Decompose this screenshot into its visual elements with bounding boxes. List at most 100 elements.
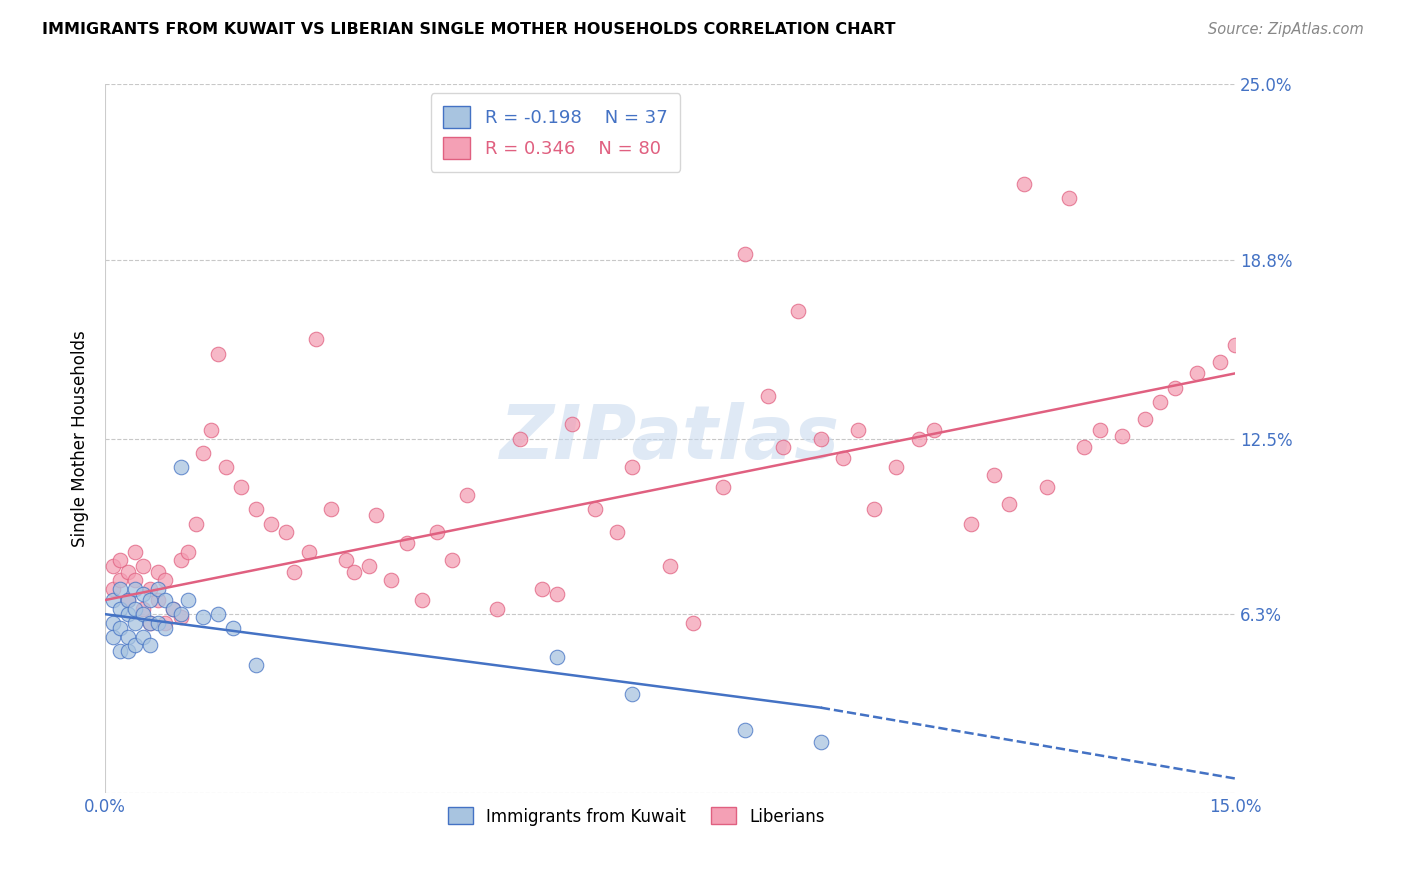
Point [283, 565, 305, 579]
Point [124, 582, 146, 596]
Point [215, 459, 238, 474]
Point [124, 638, 146, 652]
Point [1036, 480, 1059, 494]
Point [787, 304, 810, 318]
Point [862, 502, 884, 516]
Point [139, 615, 162, 630]
Point [110, 644, 132, 658]
Point [321, 502, 343, 516]
Point [117, 644, 139, 658]
Point [734, 247, 756, 261]
Point [426, 524, 449, 539]
Point [139, 593, 162, 607]
Point [132, 587, 155, 601]
Point [110, 573, 132, 587]
Point [139, 582, 162, 596]
Point [546, 587, 568, 601]
Point [110, 621, 132, 635]
Point [146, 565, 169, 579]
Point [162, 601, 184, 615]
Point [101, 630, 124, 644]
Point [101, 582, 124, 596]
Point [343, 565, 366, 579]
Point [146, 593, 169, 607]
Point [169, 459, 191, 474]
Point [546, 649, 568, 664]
Point [207, 607, 229, 622]
Point [682, 615, 704, 630]
Point [132, 601, 155, 615]
Point [366, 508, 388, 522]
Point [132, 559, 155, 574]
Point [561, 417, 583, 432]
Point [169, 553, 191, 567]
Point [117, 607, 139, 622]
Point [117, 593, 139, 607]
Point [139, 615, 162, 630]
Point [245, 658, 267, 673]
Point [1149, 394, 1171, 409]
Point [1164, 380, 1187, 394]
Point [200, 423, 222, 437]
Point [983, 468, 1005, 483]
Point [139, 638, 162, 652]
Point [110, 582, 132, 596]
Point [395, 536, 418, 550]
Point [101, 559, 124, 574]
Point [884, 459, 907, 474]
Point [146, 615, 169, 630]
Text: Source: ZipAtlas.com: Source: ZipAtlas.com [1208, 22, 1364, 37]
Point [222, 621, 245, 635]
Point [132, 607, 155, 622]
Point [155, 593, 177, 607]
Point [411, 593, 433, 607]
Point [1223, 338, 1246, 352]
Point [848, 423, 870, 437]
Point [606, 524, 628, 539]
Point [207, 346, 229, 360]
Point [124, 545, 146, 559]
Point [117, 593, 139, 607]
Point [772, 440, 794, 454]
Point [124, 573, 146, 587]
Point [734, 723, 756, 738]
Point [960, 516, 983, 531]
Point [229, 480, 252, 494]
Point [260, 516, 283, 531]
Point [440, 553, 463, 567]
Point [245, 502, 267, 516]
Point [456, 488, 478, 502]
Legend: Immigrants from Kuwait, Liberians: Immigrants from Kuwait, Liberians [440, 799, 834, 834]
Point [1012, 177, 1035, 191]
Point [1059, 191, 1081, 205]
Point [169, 610, 191, 624]
Point [110, 553, 132, 567]
Point [101, 593, 124, 607]
Point [508, 432, 530, 446]
Point [621, 459, 644, 474]
Point [191, 610, 214, 624]
Point [1073, 440, 1095, 454]
Point [162, 601, 184, 615]
Point [1187, 367, 1209, 381]
Point [621, 686, 644, 700]
Point [832, 451, 855, 466]
Point [1088, 423, 1111, 437]
Point [1133, 411, 1156, 425]
Point [810, 734, 832, 748]
Point [177, 593, 200, 607]
Point [1111, 428, 1133, 442]
Point [1209, 355, 1232, 369]
Point [583, 502, 606, 516]
Point [155, 615, 177, 630]
Point [756, 389, 779, 403]
Point [184, 516, 207, 531]
Point [305, 332, 328, 346]
Point [335, 553, 357, 567]
Point [132, 630, 155, 644]
Point [357, 559, 380, 574]
Point [101, 615, 124, 630]
Point [810, 432, 832, 446]
Point [659, 559, 682, 574]
Point [274, 524, 297, 539]
